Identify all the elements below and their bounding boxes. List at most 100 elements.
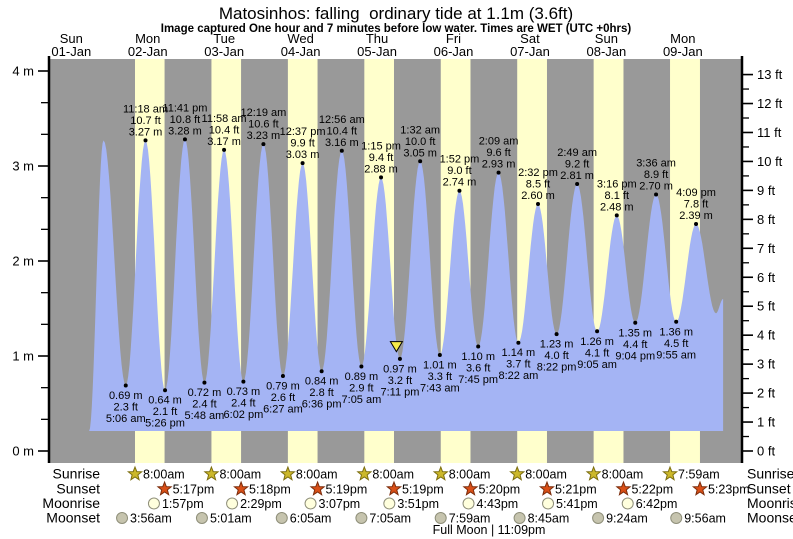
moonset-time: 7:59am [449,512,491,526]
high-tide-label: 12:56 am [319,114,365,126]
sunrise-time: 8:00am [219,468,261,482]
high-tide-label: 2.93 m [482,159,516,171]
high-tide-label: 3:16 pm [597,178,637,190]
day-label-dow: Sat [520,31,540,46]
moonrise-icon [226,497,239,510]
high-tide-label: 4:09 pm [676,187,716,199]
moonrise-time: 1:57pm [162,497,204,511]
moonrise-icon [147,497,160,510]
tide-extreme-dot [379,175,384,180]
tide-extreme-dot [476,344,481,349]
high-tide-label: 1:15 pm [361,140,401,152]
tide-extreme-dot [496,170,501,175]
high-tide-label: 10.4 ft [327,125,358,137]
sunrise-icon [509,465,526,481]
high-tide-label: 8.9 ft [644,169,668,181]
high-tide-label: 2.74 m [443,177,477,189]
moonset-time: 9:24am [606,512,648,526]
sunrise-icon [356,465,373,481]
low-tide-label: 2.4 ft [192,399,216,411]
row-label-sunset-right: Sunset [747,481,791,497]
sunset-time: 5:22pm [631,483,673,497]
feet-tick-label: 13 ft [757,67,783,82]
meter-tick-label: 4 m [12,64,34,79]
chart-title: Matosinhos: falling ordinary tide at 1.1… [219,4,573,23]
low-tide-label: 9:04 pm [615,350,655,362]
tide-extreme-dot [536,202,541,206]
moonset-time: 7:05am [369,512,411,526]
sunrise-icon [662,465,679,481]
moonset-icon [513,512,526,524]
low-tide-label: 8:22 am [498,370,538,382]
feet-tick-label: 6 ft [757,270,775,285]
sunset-icon [615,480,632,496]
day-label-date: 05-Jan [357,44,397,59]
high-tide-label: 10.4 ft [209,124,240,136]
moonset-icon [195,512,208,524]
meter-tick-label: 3 m [12,159,34,174]
low-tide-label: 5:06 am [106,413,146,425]
current-tide-marker-icon [389,341,404,353]
low-tide-label: 0.84 m [305,376,339,388]
low-tide-label: 0.69 m [109,390,143,402]
day-label-date: 03-Jan [204,44,244,59]
high-tide-label: 2.39 m [679,210,713,222]
tide-extreme-dot [674,319,679,324]
low-tide-label: 4.4 ft [623,339,647,351]
moonset-icon [116,512,129,524]
tide-extreme-dot [614,213,619,218]
high-tide-label: 10.0 ft [405,136,436,148]
high-tide-label: 10.7 ft [130,115,161,127]
feet-tick-label: 9 ft [757,183,775,198]
day-label-date: 09-Jan [663,44,703,59]
low-tide-label: 2.9 ft [349,382,373,394]
feet-tick-label: 2 ft [757,386,775,401]
tide-extreme-dot [575,182,580,187]
sunrise-time: 8:00am [296,468,338,482]
moonrise-icon [542,497,555,510]
high-tide-label: 2:09 am [479,136,519,148]
high-tide-label: 1:32 am [400,124,440,136]
low-tide-label: 0.64 m [148,395,182,407]
high-tide-label: 10.6 ft [248,119,279,131]
high-tide-label: 8.5 ft [526,179,550,191]
sunset-icon [156,480,173,496]
high-tide-label: 12:37 pm [280,126,326,138]
low-tide-label: 5:26 pm [145,418,185,430]
row-label-sunrise-left: Sunrise [53,466,101,482]
low-tide-label: 1.10 m [461,351,495,363]
feet-tick-label: 11 ft [757,125,782,140]
moonset-icon [355,512,368,524]
moonrise-time: 3:51pm [397,497,439,511]
sunset-icon [233,480,250,496]
low-tide-label: 4.5 ft [664,338,688,350]
row-label-moonrise-left: Moonrise [42,495,100,511]
row-label-sunset-left: Sunset [56,481,100,497]
day-label-date: 08-Jan [587,44,627,59]
tide-extreme-dot [359,364,364,369]
high-tide-label: 9.2 ft [565,159,589,171]
day-label-dow: Mon [135,31,160,46]
sunset-time: 5:20pm [478,483,520,497]
sunset-time: 5:23pm [708,483,750,497]
low-tide-label: 5:48 am [185,410,225,422]
day-label-dow: Sun [595,31,618,46]
sunset-icon [462,480,479,496]
row-label-sunrise-right: Sunrise [747,466,793,482]
high-tide-label: 3.27 m [129,126,163,138]
high-tide-label: 11:18 am [123,103,168,115]
low-tide-label: 2.6 ft [271,392,295,404]
feet-tick-label: 12 ft [757,96,783,111]
low-tide-label: 1.23 m [540,339,574,351]
tide-extreme-dot [554,332,559,337]
row-label-moonset-right: Moonset [747,510,793,526]
tide-extreme-dot [437,353,442,358]
high-tide-label: 9.9 ft [290,138,314,150]
low-tide-label: 1.35 m [618,327,652,339]
tide-extreme-dot [241,379,246,384]
day-label-dow: Tue [213,31,235,46]
moonset-icon [275,512,288,524]
low-tide-label: 1.36 m [659,326,693,338]
